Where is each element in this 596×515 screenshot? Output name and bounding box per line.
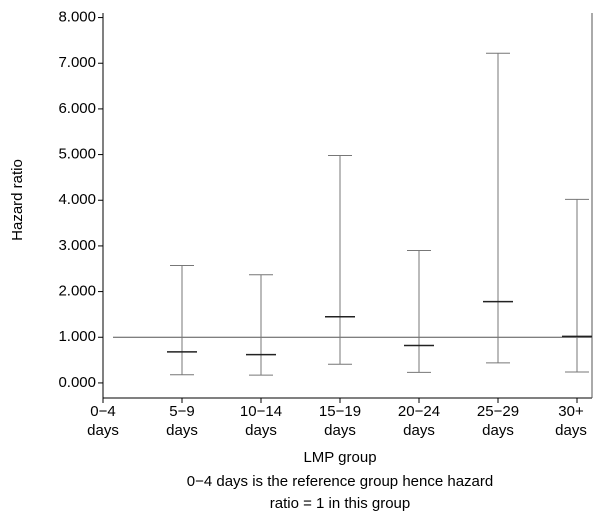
- y-tick-label: 8.000: [58, 9, 96, 26]
- y-tick-label: 2.000: [58, 283, 96, 300]
- y-tick-label: 1.000: [58, 328, 96, 345]
- y-tick-label: 6.000: [58, 100, 96, 117]
- x-tick-label: 25−29 days: [476, 403, 520, 439]
- y-tick-label: 7.000: [58, 54, 96, 71]
- x-tick-label: 30+ days: [555, 403, 587, 439]
- y-tick-label: 4.000: [58, 191, 96, 208]
- y-axis-label: Hazard ratio: [9, 159, 26, 241]
- y-tick-label: 5.000: [58, 146, 96, 163]
- y-tick-label: 0.000: [58, 374, 96, 391]
- x-axis-label: LMP group: [303, 449, 376, 466]
- x-tick-label: 10−14 days: [239, 403, 283, 439]
- x-tick-label: 15−19 days: [318, 403, 362, 439]
- note: 0−4 days is the reference group hence ha…: [187, 473, 493, 490]
- x-tick-label: 0−4 days: [87, 403, 119, 439]
- note: ratio = 1 in this group: [270, 495, 411, 512]
- x-tick-label: 20−24 days: [397, 403, 441, 439]
- y-tick-label: 3.000: [58, 237, 96, 254]
- x-tick-label: 5−9 days: [166, 403, 198, 439]
